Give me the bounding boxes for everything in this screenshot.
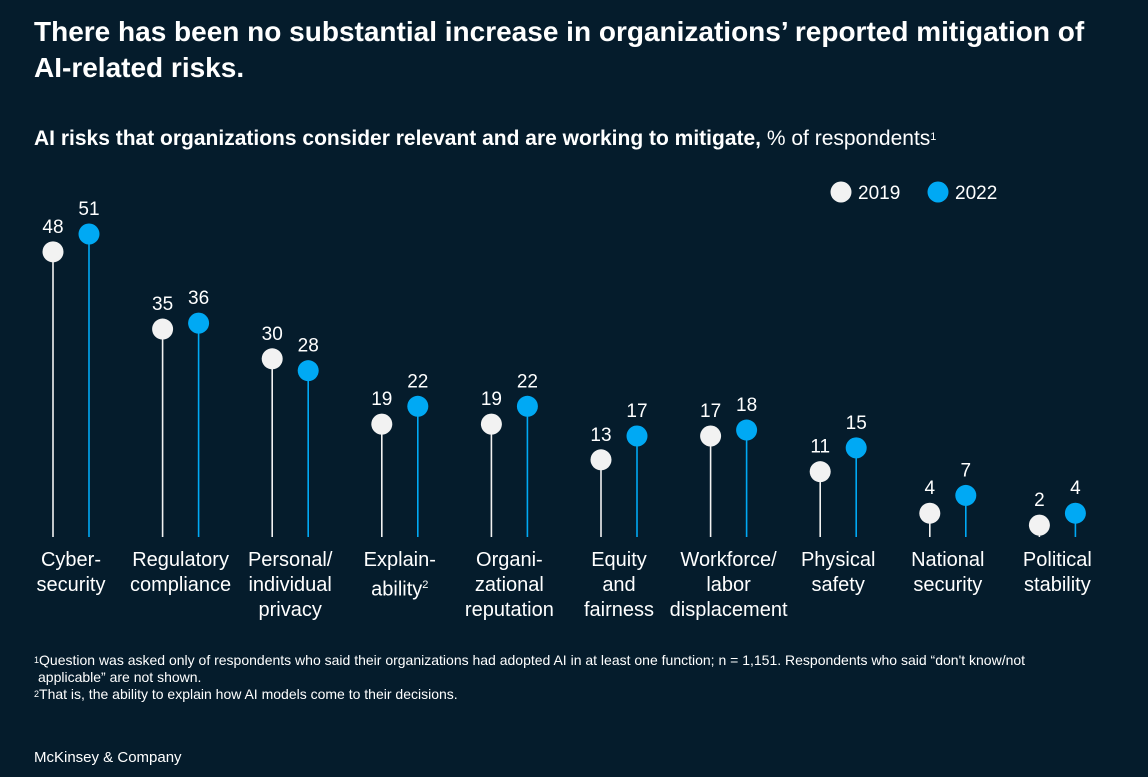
dot-2022-5 — [626, 425, 648, 447]
footnote-2-text: That is, the ability to explain how AI m… — [39, 686, 458, 702]
dot-2022-1 — [188, 312, 210, 334]
dot-2022-7 — [845, 437, 867, 459]
category-label-4: Organi- zational reputation — [464, 549, 554, 621]
lollipop-chart: 2019 2022 48 51 35 36 30 28 19 22 19 22 13 17 17 18 11 15… — [42, 181, 1086, 537]
dot-2022-0 — [78, 223, 100, 245]
legend-marker-2019 — [830, 181, 852, 203]
dot-2019-5 — [590, 449, 612, 471]
category-label-6: Workforce/ labor displacement — [669, 549, 788, 621]
legend-marker-2022 — [927, 181, 949, 203]
value-label-2019-3: 19 — [371, 389, 392, 410]
category-label-1: Regulatory compliance — [130, 549, 232, 596]
category-label-5: Equity and fairness — [583, 549, 655, 621]
footnote-1-text: Question was asked only of respondents w… — [39, 652, 1026, 668]
value-label-2019-4: 19 — [481, 389, 502, 410]
value-label-2019-7: 11 — [810, 437, 830, 458]
dot-2019-9 — [1028, 514, 1050, 536]
dot-2019-2 — [261, 348, 283, 370]
dot-2019-0 — [42, 241, 64, 263]
dot-2019-7 — [809, 461, 831, 483]
chart-subtitle: AI risks that organizations consider rel… — [34, 125, 1124, 153]
value-label-2022-2: 28 — [298, 336, 319, 357]
value-label-2022-1: 36 — [188, 288, 209, 309]
value-label-2019-5: 13 — [590, 425, 611, 446]
footnote-1-continued: applicable” are not shown. — [38, 669, 202, 685]
dot-2019-6 — [700, 425, 722, 447]
dot-2022-6 — [736, 419, 758, 441]
value-label-2019-9: 2 — [1034, 490, 1045, 511]
category-label-3: Explain- ability2 — [363, 549, 436, 601]
dot-2019-8 — [919, 502, 941, 524]
legend-label-2022: 2022 — [955, 183, 997, 204]
value-label-2022-0: 51 — [78, 199, 99, 220]
category-label-0: Cyber- security — [36, 549, 106, 596]
dot-2022-2 — [297, 360, 319, 382]
value-label-2022-3: 22 — [407, 371, 428, 392]
value-label-2019-8: 4 — [925, 478, 936, 499]
subtitle-text: AI risks that organizations consider rel… — [34, 127, 762, 150]
value-label-2022-6: 18 — [736, 395, 757, 416]
category-footnote-mark-3: 2 — [422, 579, 429, 591]
category-label-9: Political stability — [1022, 549, 1092, 596]
footnote-1-mark: 1 — [34, 655, 40, 665]
brand-logo-text: McKinsey & Company — [34, 749, 182, 766]
footnote-1: 1Question was asked only of respondents … — [34, 652, 1124, 669]
category-label-2: Personal/ individual privacy — [247, 549, 333, 621]
value-label-2019-1: 35 — [152, 294, 173, 315]
category-label-7: Physical safety — [800, 549, 876, 596]
dot-2022-8 — [955, 484, 977, 506]
dot-2019-1 — [152, 318, 174, 340]
value-label-2022-7: 15 — [846, 413, 867, 434]
footnote-2-mark: 2 — [34, 689, 40, 699]
value-label-2019-2: 30 — [262, 324, 283, 345]
value-label-2022-5: 17 — [626, 401, 647, 422]
dot-2022-4 — [516, 395, 538, 417]
footnote-2: 2That is, the ability to explain how AI … — [34, 686, 1124, 703]
value-label-2022-9: 4 — [1070, 478, 1081, 499]
dot-2022-3 — [407, 395, 429, 417]
dot-2019-4 — [480, 413, 502, 435]
legend-label-2019: 2019 — [858, 183, 900, 204]
dot-2022-9 — [1064, 502, 1086, 524]
value-label-2019-6: 17 — [700, 401, 721, 422]
subtitle-unit: % of respondents — [761, 127, 931, 150]
subtitle-footnote-mark: 1 — [930, 131, 937, 143]
footnotes: 1Question was asked only of respondents … — [34, 652, 1124, 703]
value-label-2022-4: 22 — [517, 371, 538, 392]
dot-2019-3 — [371, 413, 393, 435]
category-label-8: National security — [911, 549, 985, 596]
chart-headline: There has been no substantial increase i… — [34, 16, 1085, 83]
value-label-2019-0: 48 — [42, 217, 63, 238]
value-label-2022-8: 7 — [961, 460, 972, 481]
